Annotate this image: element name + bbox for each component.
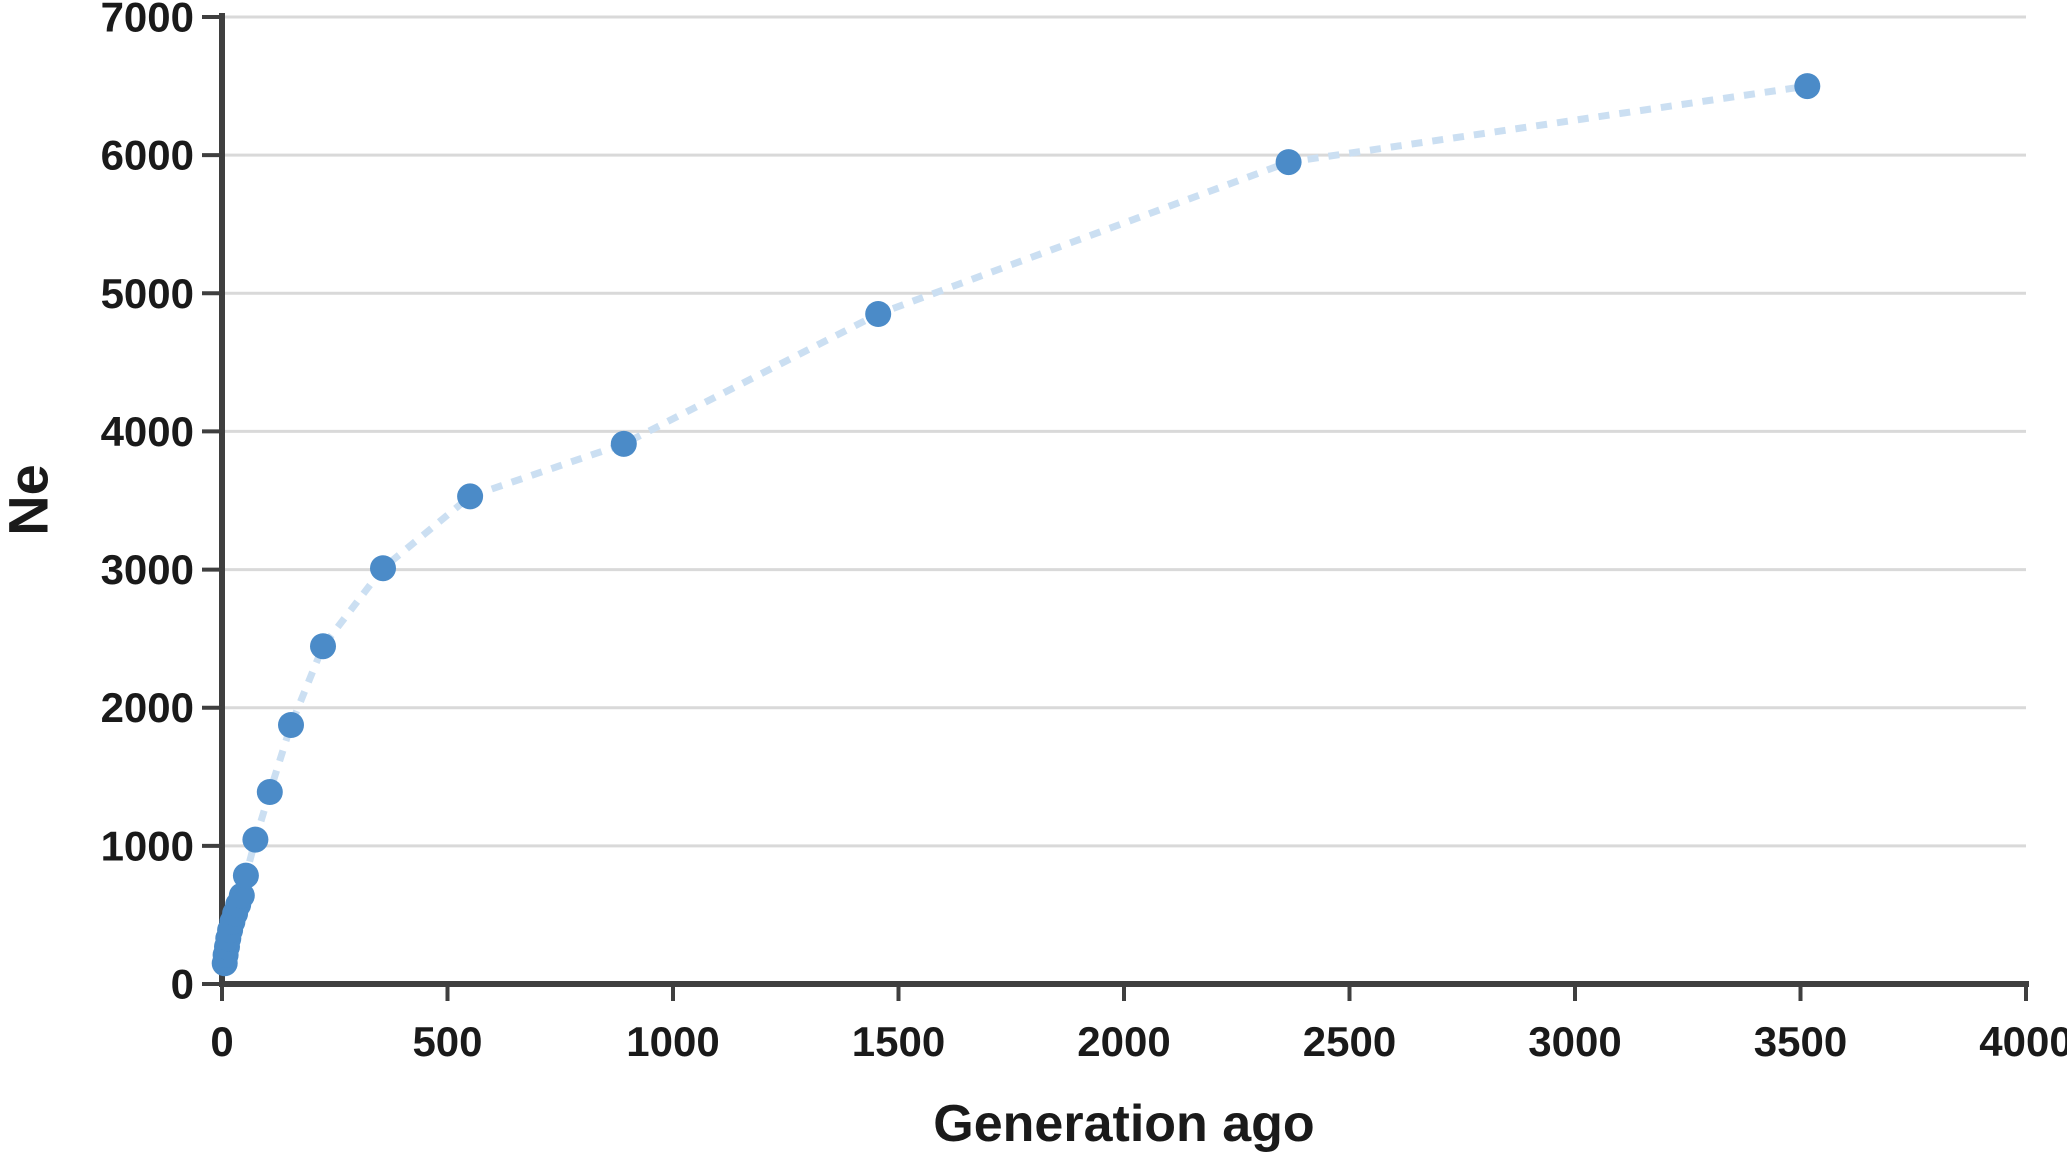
y-tick-label: 1000 (101, 822, 194, 869)
x-tick-label: 2000 (1077, 1018, 1170, 1065)
data-point (610, 430, 637, 457)
axes (202, 13, 2029, 1001)
data-point (232, 862, 259, 889)
y-tick-label: 5000 (101, 270, 194, 317)
data-point (256, 779, 283, 805)
tick-labels: 0 1000 2000 3000 4000 5000 6000 7000 0 500 1000 150… (101, 0, 2067, 1065)
data-point (1794, 73, 1821, 100)
y-tick-label: 7000 (101, 0, 194, 41)
x-tick-label: 3500 (1754, 1018, 1847, 1065)
data-point (278, 712, 304, 738)
x-tick-label: 4000 (1979, 1018, 2067, 1065)
x-tick-label: 2500 (1303, 1018, 1396, 1065)
y-tick-label: 6000 (101, 132, 194, 179)
y-tick-label: 4000 (101, 408, 194, 455)
x-tick-label: 1000 (626, 1018, 719, 1065)
x-tick-label: 3000 (1528, 1018, 1621, 1065)
y-tick-label: 0 (171, 961, 194, 1008)
y-tick-label: 3000 (101, 546, 194, 593)
data-point (370, 555, 396, 582)
data-point (228, 882, 255, 909)
data-point (242, 826, 269, 853)
series-line (221, 82, 1808, 964)
x-tick-label: 0 (210, 1018, 233, 1065)
x-tick-label: 1500 (852, 1018, 945, 1065)
data-series-line (221, 82, 1808, 964)
y-axis-title: Ne (0, 464, 60, 536)
data-point (310, 633, 336, 660)
data-point (457, 483, 484, 510)
y-tick-label: 2000 (101, 684, 194, 731)
x-tick-label: 500 (412, 1018, 482, 1065)
data-point (1275, 149, 1302, 176)
gridlines (222, 15, 2026, 848)
data-points (211, 73, 1821, 977)
x-axis-title: Generation ago (933, 1095, 1315, 1153)
data-point (865, 301, 892, 327)
